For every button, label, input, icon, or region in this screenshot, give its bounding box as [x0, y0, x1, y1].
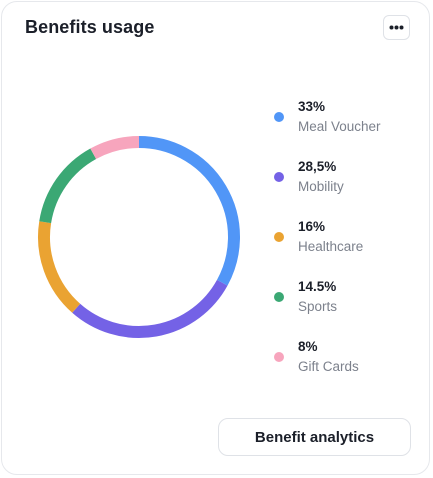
- legend-label: Meal Voucher: [298, 119, 381, 134]
- legend-dot: [274, 172, 284, 182]
- legend-dot: [274, 292, 284, 302]
- more-horizontal-icon: [389, 25, 404, 30]
- donut-slice-meal-voucher: [138, 136, 240, 286]
- legend-value: 28,5%: [298, 159, 337, 174]
- legend-label: Sports: [298, 299, 338, 314]
- benefit-analytics-button[interactable]: Benefit analytics: [218, 418, 411, 456]
- legend-label: Gift Cards: [298, 359, 359, 374]
- legend-label: Healthcare: [298, 239, 364, 254]
- donut-slice-mobility: [72, 279, 228, 338]
- more-options-button[interactable]: [383, 15, 410, 40]
- card-title: Benefits usage: [25, 17, 155, 37]
- legend-label: Mobility: [298, 179, 344, 194]
- legend-value: 33%: [298, 99, 326, 114]
- legend-value: 8%: [298, 339, 318, 354]
- legend-dot: [274, 232, 284, 242]
- legend-dot: [274, 112, 284, 122]
- legend-dot: [274, 352, 284, 362]
- donut-slice-gift-cards: [90, 136, 140, 160]
- donut-slice-healthcare: [38, 221, 81, 313]
- legend-value: 16%: [298, 219, 326, 234]
- donut-slice-sports: [39, 148, 97, 224]
- donut-chart: [38, 136, 240, 338]
- legend-value: 14.5%: [298, 279, 337, 294]
